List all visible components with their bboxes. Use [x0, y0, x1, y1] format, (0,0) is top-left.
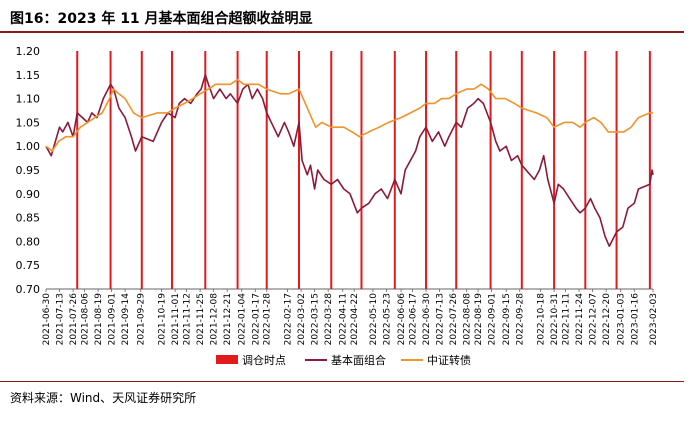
x-tick-label: 2022-12-07 [589, 293, 599, 345]
x-tick-label: 2021-12-08 [210, 293, 220, 346]
x-tick-label: 2022-09-28 [516, 293, 526, 346]
figure-title: 图16：2023 年 11 月基本面组合超额收益明显 [10, 11, 313, 27]
x-tick-label: 2021-09-29 [137, 293, 147, 346]
x-tick-label: 2022-08-19 [474, 293, 484, 346]
y-tick-label: 1.10 [16, 93, 41, 106]
x-tick-label: 2021-07-13 [56, 293, 66, 345]
x-tick-label: 2022-01-17 [251, 293, 261, 345]
x-tick-label: 2021-09-01 [108, 293, 118, 345]
x-tick-label: 2021-12-21 [223, 293, 233, 345]
y-tick-label: 1.15 [16, 69, 41, 82]
x-tick-label: 2022-05-23 [382, 293, 392, 345]
x-tick-label: 2022-11-24 [575, 293, 585, 346]
y-tick-label: 0.75 [16, 259, 41, 272]
x-tick-label: 2021-08-06 [81, 293, 91, 346]
legend-fundamental-label: 基本面组合 [331, 353, 386, 367]
x-tick-label: 2021-11-12 [183, 293, 193, 345]
x-tick-label: 2022-03-15 [311, 293, 321, 345]
x-tick-label: 2022-01-04 [238, 293, 248, 346]
x-tick-label: 2021-11-01 [171, 293, 181, 345]
y-tick-label: 1.20 [16, 45, 41, 58]
y-tick-label: 0.90 [16, 188, 41, 201]
x-tick-label: 2022-03-02 [297, 293, 307, 345]
title-rule [0, 31, 684, 33]
x-tick-label: 2022-07-26 [449, 293, 459, 346]
x-tick-label: 2021-10-19 [158, 293, 168, 346]
x-tick-label: 2022-07-13 [436, 293, 446, 345]
x-tick-label: 2021-06-30 [42, 293, 52, 346]
y-tick-label: 1.00 [16, 140, 41, 153]
x-tick-label: 2022-06-17 [408, 293, 418, 345]
x-tick-label: 2022-02-17 [284, 293, 294, 345]
x-tick-label: 2022-06-06 [397, 293, 407, 346]
y-tick-label: 0.95 [16, 164, 41, 177]
x-tick-label: 2023-01-03 [617, 293, 627, 345]
x-tick-label: 2021-11-25 [196, 293, 206, 345]
legend-index-label: 中证转债 [427, 353, 471, 367]
x-tick-label: 2022-04-22 [350, 293, 360, 345]
x-tick-label: 2022-11-11 [562, 293, 572, 345]
x-tick-label: 2022-08-08 [463, 293, 473, 346]
x-tick-label: 2021-08-19 [94, 293, 104, 346]
x-tick-label: 2022-06-30 [422, 293, 432, 346]
legend-rebalance-swatch [216, 355, 238, 364]
x-tick-label: 2022-10-31 [550, 293, 560, 345]
source-rule [0, 381, 684, 382]
x-tick-label: 2022-12-20 [602, 293, 612, 346]
x-tick-label: 2023-02-03 [649, 293, 659, 345]
x-tick-label: 2022-09-01 [488, 293, 498, 345]
y-tick-label: 1.05 [16, 116, 41, 129]
x-tick-label: 2021-07-26 [69, 293, 79, 346]
y-tick-label: 0.70 [16, 283, 41, 296]
x-tick-label: 2021-09-14 [121, 293, 131, 346]
x-tick-label: 2022-04-11 [339, 293, 349, 345]
y-tick-label: 0.80 [16, 235, 41, 248]
fundamental-portfolio-line [45, 74, 654, 247]
x-tick-label: 2022-03-28 [324, 293, 334, 346]
x-tick-label: 2022-10-18 [537, 293, 547, 346]
x-tick-label: 2023-01-16 [630, 293, 640, 346]
x-tick-label: 2022-09-15 [502, 293, 512, 345]
x-tick-label: 2022-05-10 [369, 293, 379, 346]
convertible-index-line [45, 78, 653, 152]
source-note: 资料来源：Wind、天风证券研究所 [10, 391, 197, 405]
x-tick-label: 2022-01-28 [263, 293, 273, 346]
legend-rebalance-label: 调仓时点 [242, 353, 286, 367]
y-tick-label: 0.85 [16, 212, 41, 225]
